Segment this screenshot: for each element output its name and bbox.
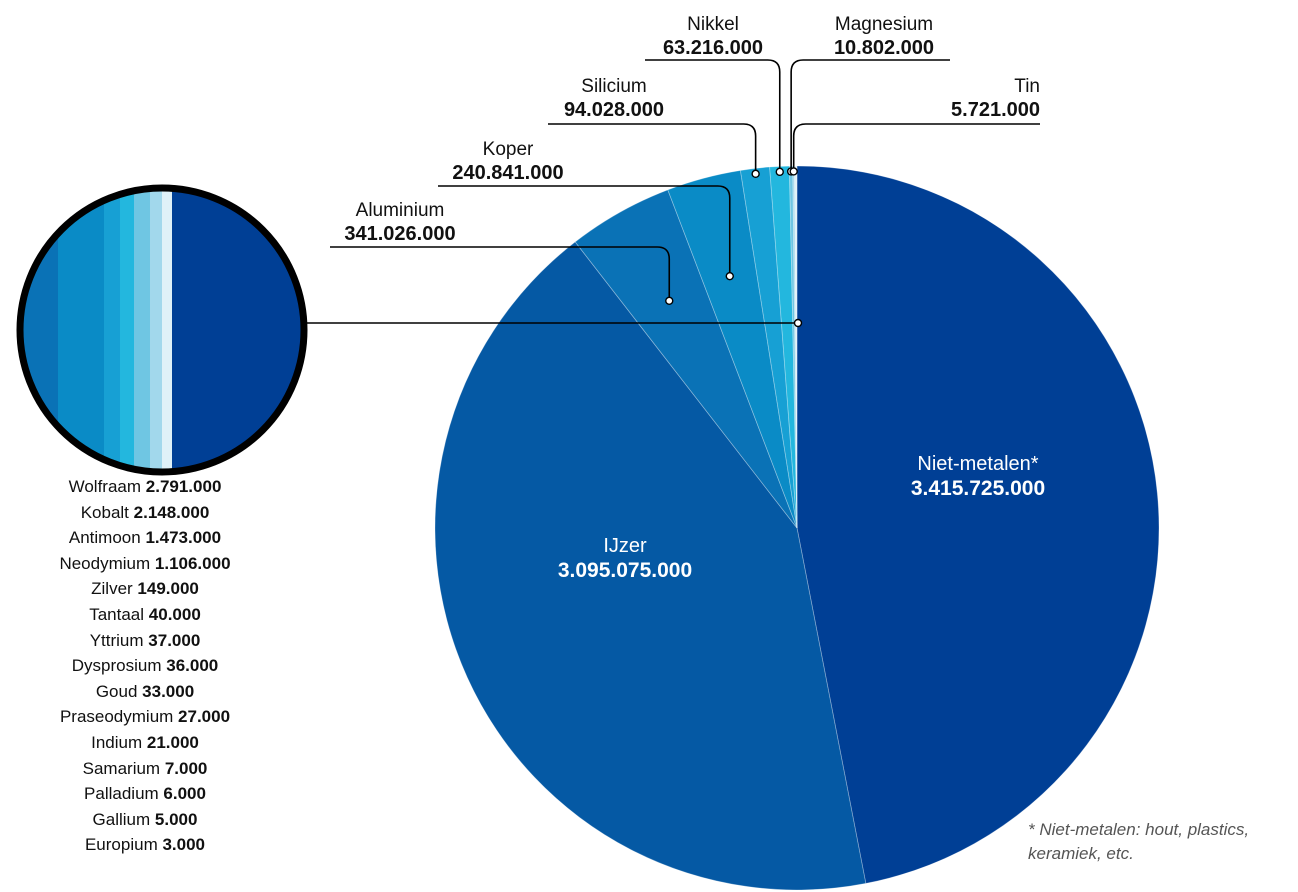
small-metal-row: Goud 33.000 xyxy=(0,679,290,705)
small-metal-value: 37.000 xyxy=(148,630,201,650)
leader-dot-aluminium xyxy=(665,296,674,306)
small-metal-row: Samarium 7.000 xyxy=(0,756,290,782)
slice-label-nikkel: Nikkel xyxy=(687,14,739,35)
small-metal-name: Gallium xyxy=(92,809,151,829)
magnifier-stripe-silicium xyxy=(104,190,120,470)
slice-label-ijzer: IJzer xyxy=(603,535,647,557)
pie-slice-aluminium xyxy=(574,189,798,529)
slice-value-aluminium: 341.026.000 xyxy=(344,223,455,245)
small-metal-row: Palladium 6.000 xyxy=(0,781,290,807)
magnifier-ring xyxy=(16,184,308,476)
leader-line-tin xyxy=(792,123,1040,172)
small-metal-row: Gallium 5.000 xyxy=(0,807,290,833)
slice-label-niet-metalen: Niet-metalen* xyxy=(917,453,1038,475)
pie-slice-overige xyxy=(794,165,798,529)
small-metal-name: Indium xyxy=(91,732,143,752)
small-metal-value: 36.000 xyxy=(166,656,219,676)
slice-value-silicium: 94.028.000 xyxy=(564,99,664,121)
small-metal-name: Zilver xyxy=(91,579,133,599)
slice-value-koper: 240.841.000 xyxy=(452,162,563,184)
small-metal-row: Dysprosium 36.000 xyxy=(0,653,290,679)
small-metal-name: Wolfraam xyxy=(68,477,142,496)
small-metal-value: 5.000 xyxy=(154,809,198,829)
small-metal-value: 2.148.000 xyxy=(133,502,210,522)
small-metal-value: 1.106.000 xyxy=(154,553,231,573)
small-metal-name: Antimoon xyxy=(68,528,141,548)
magnifier-stripes xyxy=(22,190,302,470)
leader-line-silicium xyxy=(548,123,757,174)
small-metal-value: 6.000 xyxy=(163,784,206,804)
small-metal-row: Antimoon 1.473.000 xyxy=(0,525,290,551)
slice-label-magnesium: Magnesium xyxy=(835,14,933,35)
slice-label-aluminium: Aluminium xyxy=(356,200,445,221)
small-metal-name: Samarium xyxy=(82,758,161,778)
slice-label-silicium: Silicium xyxy=(581,76,646,97)
small-metal-value: 40.000 xyxy=(148,604,201,624)
small-metal-name: Dysprosium xyxy=(71,656,162,676)
small-metal-name: Kobalt xyxy=(80,502,129,522)
small-metal-name: Europium xyxy=(84,835,158,855)
small-metal-row: Tantaal 40.000 xyxy=(0,602,290,628)
small-metal-name: Goud xyxy=(95,681,138,701)
small-metal-row: Praseodymium 27.000 xyxy=(0,704,290,730)
leader-line-aluminium xyxy=(330,246,671,301)
small-metal-name: Palladium xyxy=(84,784,159,804)
small-metal-value: 2.791.000 xyxy=(145,477,222,496)
leader-dot-nikkel xyxy=(775,167,784,177)
slice-value-niet-metalen: 3.415.725.000 xyxy=(911,477,1045,500)
small-metal-value: 7.000 xyxy=(164,758,208,778)
magnifier-stripe-koper xyxy=(58,190,104,470)
leader-dot-tin xyxy=(789,167,798,176)
small-metal-value: 27.000 xyxy=(178,707,231,727)
pie-slices xyxy=(434,165,1160,891)
leader-line-nikkel xyxy=(645,59,781,172)
small-metal-value: 21.000 xyxy=(146,732,199,752)
slice-value-nikkel: 63.216.000 xyxy=(663,37,763,59)
slice-label-tin: Tin xyxy=(1014,76,1040,97)
small-metal-row: Neodymium 1.106.000 xyxy=(0,551,290,577)
magnifier-stripe-overige xyxy=(162,190,172,470)
small-metal-row: Europium 3.000 xyxy=(0,832,290,858)
leader-line-koper xyxy=(438,185,731,277)
magnifier-stripe-niet-metalen xyxy=(172,190,302,470)
leader-lines xyxy=(330,59,1040,306)
slice-value-ijzer: 3.095.075.000 xyxy=(558,559,692,582)
magnifier-leader-dot xyxy=(793,318,803,328)
pie-slice-niet-metalen xyxy=(796,165,1160,884)
leader-dot-silicium xyxy=(751,169,760,179)
small-metal-value: 3.000 xyxy=(162,835,206,855)
small-metal-row: Yttrium 37.000 xyxy=(0,628,290,654)
small-metal-row: Wolfraam 2.791.000 xyxy=(0,474,290,500)
magnifier-inset xyxy=(16,184,803,476)
small-metal-value: 149.000 xyxy=(137,579,199,599)
magnifier-stripe-tin xyxy=(150,190,162,470)
slice-label-koper: Koper xyxy=(483,139,534,160)
small-metal-value: 1.473.000 xyxy=(145,528,222,548)
small-metal-name: Tantaal xyxy=(89,604,145,624)
small-metals-list: Wolfraam 2.791.000 Kobalt 2.148.000 Antimo… xyxy=(0,474,290,858)
magnifier-stripe-aluminium xyxy=(22,190,58,470)
small-metal-name: Yttrium xyxy=(89,630,144,650)
leader-line-magnesium xyxy=(790,59,950,172)
slice-value-tin: 5.721.000 xyxy=(951,99,1040,121)
small-metal-row: Indium 21.000 xyxy=(0,730,290,756)
small-metal-row: Kobalt 2.148.000 xyxy=(0,500,290,526)
small-metal-row: Zilver 149.000 xyxy=(0,576,290,602)
leader-dot-koper xyxy=(725,271,734,281)
magnifier-stripe-nikkel xyxy=(120,190,134,470)
pie-slice-koper xyxy=(667,169,798,529)
magnifier-stripe-magnesium xyxy=(134,190,150,470)
footnote: * Niet-metalen: hout, plastics, keramiek… xyxy=(1028,820,1250,863)
small-metal-name: Neodymium xyxy=(59,553,151,573)
slice-value-magnesium: 10.802.000 xyxy=(834,37,934,59)
pie-slice-ijzer xyxy=(434,241,867,891)
small-metal-name: Praseodymium xyxy=(59,707,174,727)
small-metal-value: 33.000 xyxy=(142,681,195,701)
